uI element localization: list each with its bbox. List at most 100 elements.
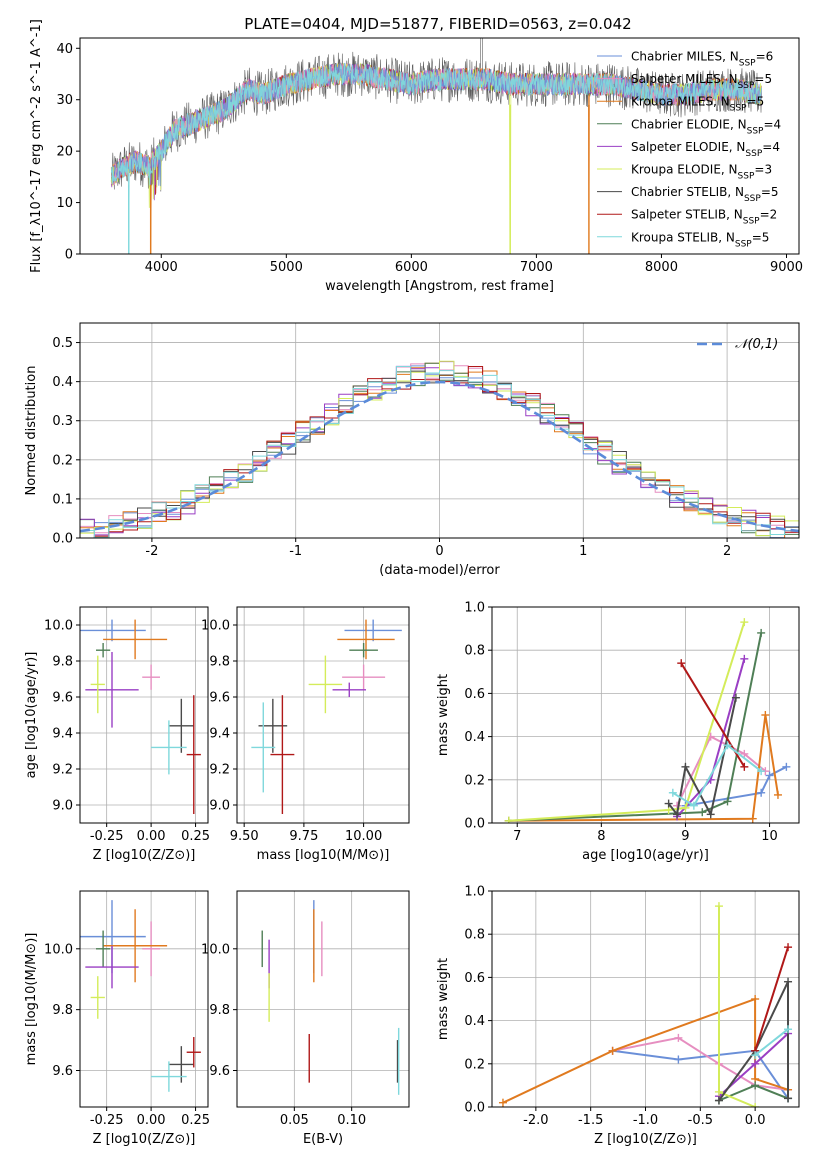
y-tick-label: 0.2 <box>464 773 485 788</box>
y-tick-label: 9.2 <box>52 763 73 778</box>
y-axis-label: Flux [f_λ10^-17 erg cm^-2 s^-1 A^-1] <box>29 19 44 273</box>
axes-age_vs_Z: -0.25 0.00 0.25 9.0 9.2 9.4 9.6 9.8 10.0 Z [log10… <box>24 607 210 863</box>
y-tick-label: 10.0 <box>201 942 230 957</box>
x-tick-label: 0.00 <box>137 829 166 844</box>
y-tick-label: 9.6 <box>209 1064 230 1079</box>
legend-label: 𝒩(0,1) <box>735 337 778 352</box>
series-line <box>685 765 787 807</box>
x-axis-label: wavelength [Angstrom, rest frame] <box>325 279 554 294</box>
x-axis-label: mass [log10(M/M⊙)] <box>257 848 390 863</box>
x-axis-label: Z [log10(Z/Z⊙)] <box>594 1132 697 1147</box>
x-tick-label: 0.10 <box>337 1113 366 1128</box>
x-tick-label: 0 <box>435 544 443 559</box>
y-tick-label: 0.4 <box>464 730 485 745</box>
y-tick-label: 9.6 <box>52 1064 73 1079</box>
y-tick-label: 0.6 <box>464 971 485 986</box>
x-tick-label: -0.25 <box>90 829 124 844</box>
series-line <box>718 981 789 1102</box>
y-tick-label: 0.0 <box>464 817 485 832</box>
y-tick-label: 0.0 <box>52 532 73 547</box>
y-tick-label: 0.2 <box>464 1057 485 1072</box>
errorbars-age_vs_Z <box>80 619 201 814</box>
y-tick-label: 20 <box>56 145 73 160</box>
y-tick-label: 9.8 <box>52 655 73 670</box>
y-tick-label: 9.8 <box>209 1003 230 1018</box>
series-line <box>508 632 763 822</box>
figure-title: PLATE=0404, MJD=51877, FIBERID=0563, z=0… <box>244 15 631 33</box>
x-tick-label: -0.5 <box>688 1113 713 1128</box>
spectrum-legend: Chabrier MILES, NSSP=6 Salpeter MILES, NS… <box>597 50 781 249</box>
legend-label: Salpeter MILES, NSSP=5 <box>631 72 772 91</box>
y-tick-label: 0.8 <box>464 644 485 659</box>
y-tick-label: 0.3 <box>52 414 73 429</box>
normal-curve <box>80 380 799 533</box>
errorbars-mass_vs_ebv <box>261 900 400 1095</box>
y-tick-label: 0 <box>65 248 73 263</box>
series-mass_weight_vs_Z <box>498 902 793 1107</box>
y-axis-label: age [log10(age/yr)] <box>24 652 39 779</box>
y-tick-label: 9.0 <box>209 799 230 814</box>
x-tick-label: 0.05 <box>280 1113 309 1128</box>
x-tick-label: 8 <box>597 829 605 844</box>
x-tick-label: 9 <box>681 829 689 844</box>
histograms <box>80 360 799 538</box>
y-tick-label: 30 <box>56 93 73 108</box>
x-tick-label: 7 <box>513 829 521 844</box>
y-tick-label: 0.6 <box>464 687 485 702</box>
legend-label: Kroupa MILES, NSSP=5 <box>631 95 764 114</box>
series-line <box>672 743 762 808</box>
x-tick-label: 10.00 <box>345 829 382 844</box>
y-tick-label: 10.0 <box>201 619 230 634</box>
legend-label: Salpeter ELODIE, NSSP=4 <box>631 140 780 159</box>
axes-age_vs_mass: 9.50 9.75 10.00 9.0 9.2 9.4 9.6 9.8 10.0 mass [lo… <box>201 607 409 863</box>
x-tick-label: 0.00 <box>137 1113 166 1128</box>
x-tick-label: 1 <box>579 544 587 559</box>
axes-frame <box>79 606 209 824</box>
legend-label: Chabrier ELODIE, NSSP=4 <box>631 117 781 136</box>
legend-label: Kroupa ELODIE, NSSP=3 <box>631 163 772 182</box>
x-axis-label: Z [log10(Z/Z⊙)] <box>93 848 196 863</box>
y-tick-label: 9.0 <box>52 799 73 814</box>
axes-frame <box>236 606 410 824</box>
spectrum-lines <box>110 38 762 254</box>
errorbars-age_vs_mass <box>251 619 402 814</box>
y-tick-label: 0.2 <box>52 453 73 468</box>
axes-mass_weight_vs_age: 7 8 9 10 0.0 0.2 0.4 0.6 0.8 1.0 age [log10(age/yr… <box>436 601 799 863</box>
y-axis-label: Normed distribution <box>24 366 39 496</box>
x-tick-label: 4000 <box>145 260 178 275</box>
axes-frame <box>491 890 800 1108</box>
y-tick-label: 9.2 <box>209 763 230 778</box>
x-tick-label: 10 <box>761 829 778 844</box>
y-axis-label: mass weight <box>436 958 451 1040</box>
series-line <box>612 1049 789 1099</box>
axes-frame <box>79 890 209 1108</box>
y-tick-label: 9.6 <box>52 691 73 706</box>
x-tick-label: 7000 <box>520 260 553 275</box>
spectrum-line <box>110 63 762 254</box>
x-tick-label: -2.0 <box>523 1113 548 1128</box>
y-tick-label: 9.8 <box>52 1003 73 1018</box>
x-axis-label: age [log10(age/yr)] <box>582 848 709 863</box>
y-axis-label: mass weight <box>436 674 451 756</box>
y-tick-label: 10 <box>56 196 73 211</box>
axes-frame <box>79 322 800 539</box>
y-tick-label: 0.1 <box>52 492 73 507</box>
legend-label: Salpeter STELIB, NSSP=2 <box>631 208 777 227</box>
x-tick-label: 9.50 <box>230 829 259 844</box>
series-mass_weight_vs_age <box>504 618 791 823</box>
y-tick-label: 1.0 <box>464 601 485 616</box>
x-tick-label: 2 <box>723 544 731 559</box>
x-axis-label: E(B-V) <box>303 1132 343 1147</box>
series-line <box>508 714 779 822</box>
errorbars-mass_vs_Z <box>80 900 201 1092</box>
axes-spectrum: 4000 5000 6000 7000 8000 9000 0 10 20 30 40 wavelen… <box>29 19 803 294</box>
legend-label: Chabrier STELIB, NSSP=5 <box>631 185 779 204</box>
plots-layer: 4000 5000 6000 7000 8000 9000010203040wavelen… <box>24 19 803 1147</box>
y-tick-label: 9.8 <box>209 655 230 670</box>
axes-frame <box>491 606 800 824</box>
x-axis-label: (data-model)/error <box>379 563 500 578</box>
y-tick-label: 1.0 <box>464 885 485 900</box>
y-tick-label: 0.0 <box>464 1101 485 1116</box>
x-tick-label: -1.0 <box>633 1113 658 1128</box>
